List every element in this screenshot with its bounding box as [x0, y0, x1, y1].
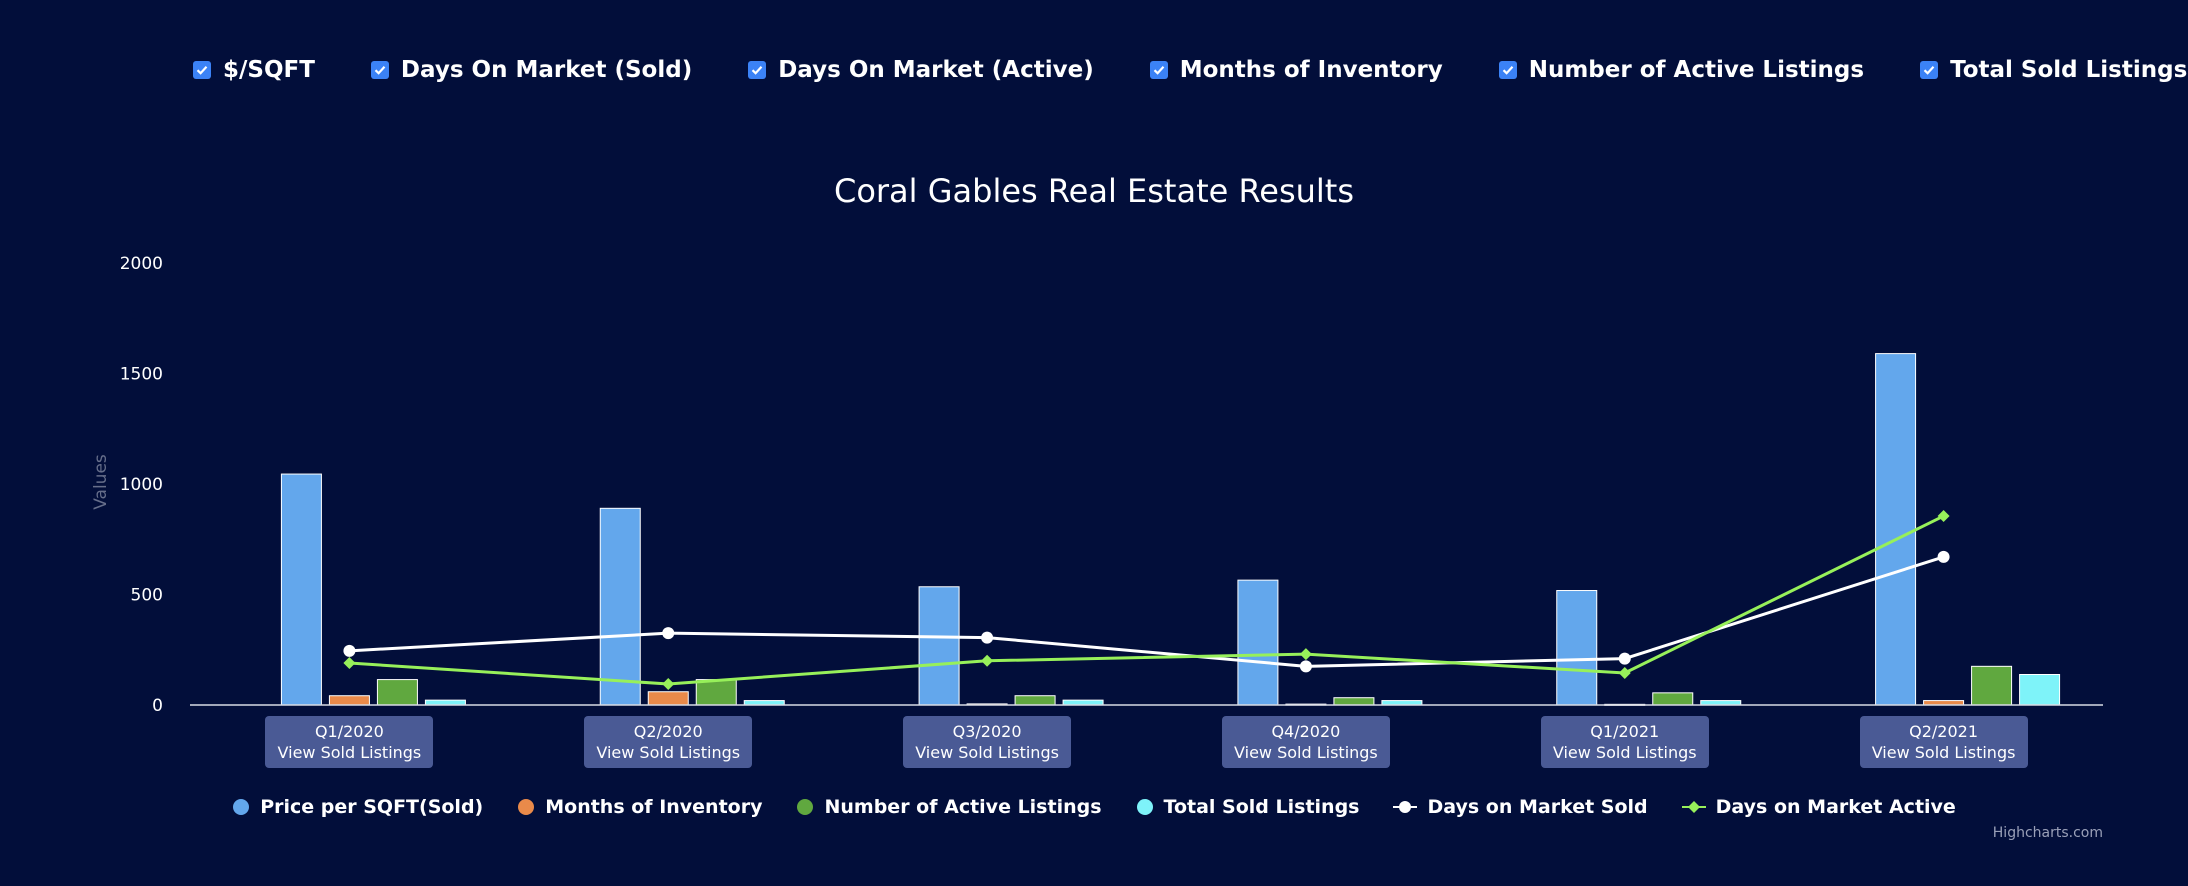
- bar-months-of-inventory[interactable]: [328, 695, 370, 706]
- circle-icon: [232, 798, 250, 816]
- checkbox-checked-icon[interactable]: [748, 61, 767, 79]
- legend-item-months-of-inventory[interactable]: Months of Inventory: [517, 796, 762, 818]
- checkbox-checked-icon[interactable]: [1498, 61, 1517, 79]
- bar-active-listings[interactable]: [1971, 665, 2013, 706]
- series-filter-bar: $/SQFT Days On Market (Sold) Days On Mar…: [193, 54, 2188, 86]
- x-tick-label: Q1/2020: [314, 722, 384, 741]
- point-days-on-market-sold[interactable]: [981, 631, 994, 644]
- x-tick-label: Q3/2020: [952, 722, 1022, 741]
- y-tick-label: 500: [131, 586, 163, 606]
- filter-price-sqft[interactable]: $/SQFT: [193, 57, 315, 83]
- view-sold-listings-label: View Sold Listings: [1552, 743, 1697, 762]
- category-button-view-sold-listings[interactable]: Q1/2021 View Sold Listings: [1540, 716, 1709, 768]
- x-tick-label: Q2/2020: [633, 722, 703, 741]
- category-button-view-sold-listings[interactable]: Q2/2021 View Sold Listings: [1859, 716, 2028, 768]
- point-days-on-market-sold[interactable]: [1618, 652, 1631, 665]
- bar-price-per-sqft[interactable]: [1237, 579, 1279, 706]
- bar-price-per-sqft[interactable]: [1875, 353, 1917, 706]
- y-tick-label: 2000: [120, 254, 163, 274]
- filter-days-on-market-active[interactable]: Days On Market (Active): [748, 57, 1094, 83]
- y-tick-label: 1000: [120, 475, 163, 495]
- point-days-on-market-active[interactable]: [343, 657, 356, 670]
- circle-icon: [796, 798, 814, 816]
- bar-active-listings[interactable]: [695, 679, 737, 706]
- bar-active-listings[interactable]: [376, 679, 418, 706]
- filter-label: Days On Market (Active): [778, 57, 1094, 83]
- bar-active-listings[interactable]: [1333, 697, 1375, 706]
- filter-label: Total Sold Listings: [1950, 57, 2188, 83]
- point-days-on-market-sold[interactable]: [343, 644, 356, 657]
- legend-item-days-on-market-active[interactable]: Days on Market Active: [1681, 796, 1956, 818]
- checkbox-checked-icon[interactable]: [193, 61, 211, 79]
- checkbox-checked-icon[interactable]: [1920, 61, 1939, 79]
- bar-active-listings[interactable]: [1014, 695, 1056, 706]
- bar-series-group: [280, 353, 2061, 706]
- filter-days-on-market-sold[interactable]: Days On Market (Sold): [370, 57, 693, 83]
- legend-item-days-on-market-sold[interactable]: Days on Market Sold: [1393, 796, 1648, 818]
- legend-item-active-listings[interactable]: Number of Active Listings: [796, 796, 1102, 818]
- x-tick-label: Q1/2021: [1590, 722, 1660, 741]
- legend-label: Days on Market Active: [1715, 796, 1956, 818]
- legend-label: Total Sold Listings: [1163, 796, 1360, 818]
- bar-total-sold-listings[interactable]: [2019, 674, 2061, 706]
- legend-label: Months of Inventory: [545, 796, 763, 818]
- filter-label: Days On Market (Sold): [400, 57, 693, 83]
- view-sold-listings-label: View Sold Listings: [915, 743, 1059, 762]
- bar-price-per-sqft[interactable]: [1556, 590, 1598, 706]
- credits-link[interactable]: Highcharts.com: [1992, 825, 2103, 841]
- filter-active-listings[interactable]: Number of Active Listings: [1498, 57, 1865, 83]
- filter-label: Number of Active Listings: [1528, 57, 1865, 83]
- y-tick-label: 0: [152, 696, 163, 716]
- view-sold-listings-label: View Sold Listings: [277, 743, 422, 762]
- point-days-on-market-active[interactable]: [1618, 666, 1631, 679]
- point-days-on-market-sold[interactable]: [662, 627, 675, 640]
- line-days-on-market-sold: [349, 555, 1945, 668]
- chart-title: Coral Gables Real Estate Results: [834, 172, 1354, 210]
- filter-label: $/SQFT: [223, 57, 315, 83]
- legend-label: Price per SQFT(Sold): [260, 796, 484, 818]
- circle-icon: [1136, 798, 1154, 816]
- view-sold-listings-label: View Sold Listings: [1871, 743, 2016, 762]
- point-days-on-market-active[interactable]: [1937, 510, 1950, 523]
- legend: Price per SQFT(Sold) Months of Inventory…: [0, 792, 2188, 822]
- line-days-on-market-active: [349, 514, 1945, 686]
- category-button-view-sold-listings[interactable]: Q1/2020 View Sold Listings: [265, 716, 434, 768]
- x-tick-label: Q2/2021: [1909, 722, 1979, 741]
- bar-active-listings[interactable]: [1652, 692, 1694, 706]
- y-axis: 0 500 1000 1500 2000: [120, 254, 163, 716]
- view-sold-listings-label: View Sold Listings: [596, 743, 741, 762]
- filter-total-sold-listings[interactable]: Total Sold Listings: [1920, 57, 2187, 83]
- category-button-view-sold-listings[interactable]: Q3/2020 View Sold Listings: [903, 716, 1072, 768]
- checkbox-checked-icon[interactable]: [1149, 61, 1168, 79]
- category-button-view-sold-listings[interactable]: Q4/2020 View Sold Listings: [1221, 716, 1390, 768]
- legend-label: Number of Active Listings: [824, 796, 1102, 818]
- circle-icon: [517, 798, 535, 816]
- legend-label: Days on Market Sold: [1427, 796, 1648, 818]
- checkbox-checked-icon[interactable]: [370, 61, 389, 79]
- point-days-on-market-active[interactable]: [981, 654, 994, 667]
- point-days-on-market-sold[interactable]: [1937, 550, 1950, 563]
- view-sold-listings-label: View Sold Listings: [1234, 743, 1378, 762]
- x-tick-label: Q4/2020: [1271, 722, 1341, 741]
- y-tick-label: 1500: [120, 365, 163, 385]
- bar-price-per-sqft[interactable]: [599, 507, 641, 706]
- point-days-on-market-active[interactable]: [1299, 648, 1312, 661]
- category-button-view-sold-listings[interactable]: Q2/2020 View Sold Listings: [584, 716, 753, 768]
- line-circle-icon: [1393, 798, 1418, 816]
- y-axis-title: Values: [91, 454, 111, 510]
- line-series-group: [343, 510, 1950, 691]
- filter-label: Months of Inventory: [1179, 57, 1443, 83]
- legend-item-price-per-sqft[interactable]: Price per SQFT(Sold): [232, 796, 483, 818]
- line-diamond-icon: [1681, 798, 1706, 816]
- legend-item-total-sold-listings[interactable]: Total Sold Listings: [1136, 796, 1360, 818]
- bar-months-of-inventory[interactable]: [647, 691, 689, 706]
- bar-price-per-sqft[interactable]: [280, 473, 322, 706]
- filter-months-of-inventory[interactable]: Months of Inventory: [1149, 57, 1443, 83]
- point-days-on-market-sold[interactable]: [1299, 660, 1312, 673]
- bar-price-per-sqft[interactable]: [918, 586, 960, 706]
- point-days-on-market-active[interactable]: [662, 678, 675, 691]
